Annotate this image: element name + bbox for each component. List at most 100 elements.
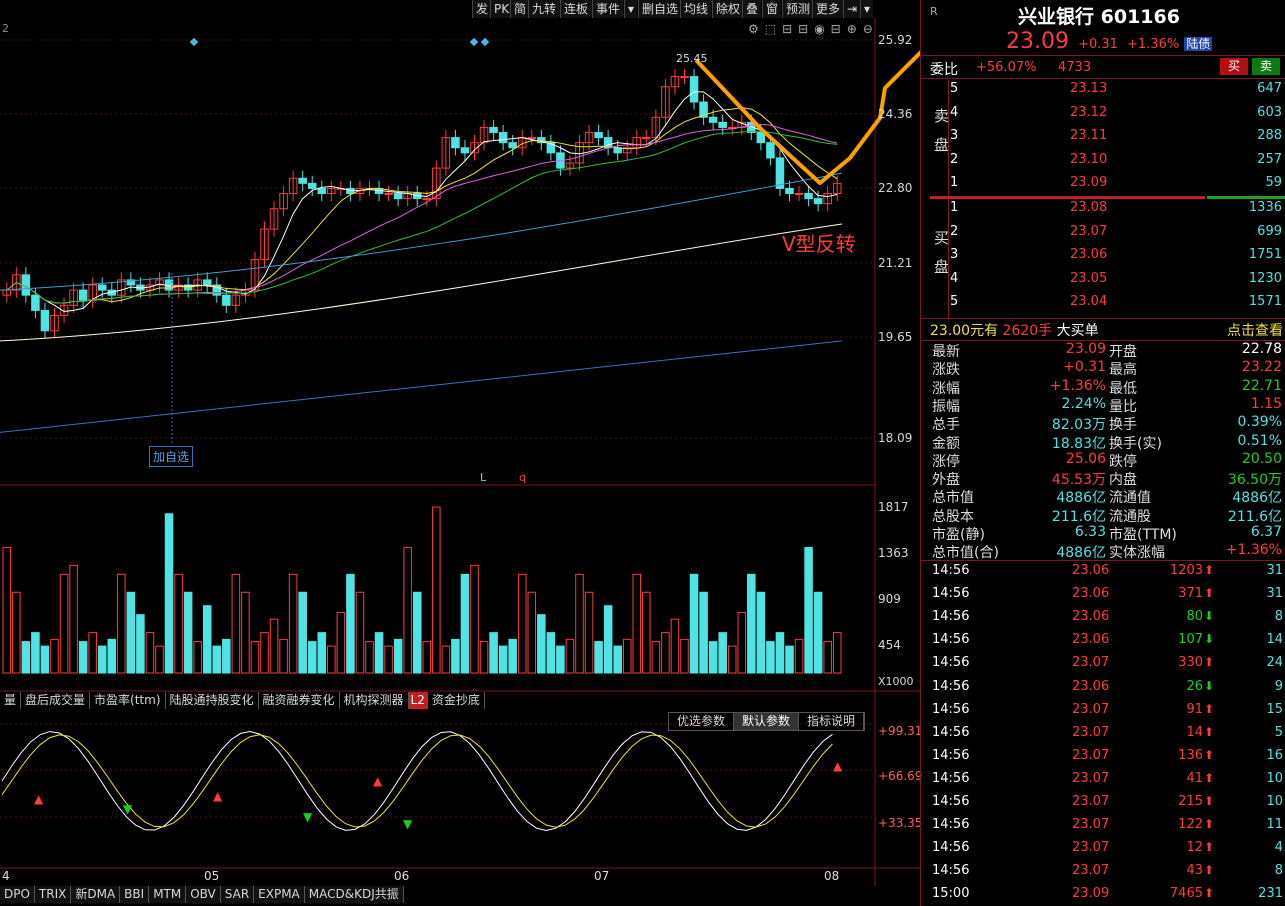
param-tab[interactable]: 优选参数 [669, 713, 735, 730]
stat-label: 涨跌 [932, 362, 960, 379]
toolbar-button[interactable]: 均线 [680, 0, 712, 18]
candle [202, 279, 212, 286]
toolbar-button[interactable]: 简 [510, 0, 530, 18]
volume-bar [183, 591, 193, 674]
indicator-tab[interactable]: 资金抄底 [428, 692, 485, 709]
volume-bar [661, 632, 670, 674]
up-signal-icon: ▲ [833, 759, 843, 773]
toolbar-button[interactable]: PK [490, 0, 513, 18]
candle [622, 147, 632, 154]
volume-bar [298, 591, 307, 674]
book-level: 1 [950, 200, 959, 215]
bottom-tab[interactable]: MACD&KDJ共振 [305, 886, 404, 903]
buy-side-label: 买盘 [932, 230, 950, 288]
volume-bar [174, 573, 183, 674]
stat-label: 量比 [1109, 398, 1137, 415]
param-tab[interactable]: 默认参数 [734, 713, 800, 730]
tick-count: 11 [1266, 817, 1283, 833]
toolbar-button[interactable]: 事件 [592, 0, 624, 18]
add-favorite-button[interactable]: 加自选 [149, 446, 194, 467]
toolbar-button[interactable]: ▾ [860, 0, 874, 18]
toolbar-button[interactable]: 窗 [762, 0, 782, 18]
bottom-tab[interactable]: MTM [149, 886, 187, 903]
indicator-tab[interactable]: 量 [0, 692, 22, 709]
toolbar-button[interactable]: 连板 [560, 0, 592, 18]
toolbar-button[interactable]: 删自选 [638, 0, 682, 18]
bottom-tab[interactable]: DPO [0, 886, 35, 903]
volume-bar [537, 614, 546, 674]
indicator-tab[interactable]: 陆股通持股变化 [166, 692, 259, 709]
toolbar-button[interactable]: 叠 [742, 0, 762, 18]
divider [920, 560, 1285, 561]
stat-value: 82.03万 [1051, 417, 1106, 434]
indicator-tabs: 量盘后成交量 市盈率(ttm) 陆股通持股变化 融资融券变化 机构探测器 L2 资金抄底 [0, 692, 485, 709]
sell-button[interactable]: 卖 [1252, 58, 1280, 75]
tick-volume: 107 [1178, 632, 1203, 648]
volume-bar [250, 641, 260, 674]
bottom-tab[interactable]: OBV [186, 886, 221, 903]
volume-label: 909 [878, 592, 901, 606]
volume-bar [498, 645, 508, 674]
indicator-tab[interactable]: 融资融券变化 [259, 692, 340, 709]
stat-label: 换手(实) [1109, 435, 1162, 452]
up-signal-icon: ▲ [373, 774, 383, 788]
bottom-tab[interactable]: TRIX [35, 886, 72, 903]
marker-l: L [480, 471, 487, 484]
indicator-tab[interactable]: 机构探测器 [340, 692, 409, 709]
tag[interactable]: 陆债 [1184, 37, 1213, 51]
candle [422, 198, 432, 201]
toolbar-button[interactable]: ⇥ [843, 0, 861, 18]
price-label: 19.65 [878, 330, 913, 344]
bottom-tab[interactable]: BBI [120, 886, 150, 903]
volume-bar [279, 638, 288, 674]
volume-bar [307, 641, 317, 674]
view-link[interactable]: 点击查看 [1227, 323, 1283, 339]
toolbar-button[interactable]: 九转 [528, 0, 560, 18]
toolbar-button[interactable]: 除权 [712, 0, 744, 18]
indicator-tab[interactable]: L2 [408, 692, 428, 709]
stat-label: 市盈(TTM) [1109, 527, 1177, 543]
tick-volume: 1203 [1169, 563, 1203, 578]
volume-label: 1817 [878, 500, 909, 514]
indicator-tab[interactable]: 市盈率(ttm) [90, 692, 166, 709]
weibi-pct: +56.07% [976, 60, 1037, 75]
buy-button[interactable]: 买 [1220, 58, 1248, 75]
volume-bar [651, 641, 661, 674]
toolbar-button[interactable]: 预测 [782, 0, 814, 18]
up-arrow-icon: ⬆ [1204, 794, 1215, 808]
candle [804, 193, 813, 200]
tick-price: 23.09 [1072, 886, 1110, 902]
kline-chart[interactable]: ▲ ▲ ▲ ▲ ▼ ▼ ▼ [0, 18, 920, 906]
volume-bar [460, 573, 470, 674]
stat-value: 22.78 [1241, 341, 1282, 357]
book-volume: 257 [1257, 151, 1282, 167]
bottom-tab[interactable]: SAR [221, 886, 255, 903]
candle [355, 187, 365, 195]
month-label: 06 [394, 869, 410, 883]
tick-price: 23.06 [1072, 678, 1110, 694]
tick-volume: 41 [1186, 770, 1203, 786]
panel-icon[interactable]: R [930, 5, 938, 18]
book-level: 3 [950, 128, 959, 143]
toolbar-button[interactable]: 更多 [812, 0, 844, 18]
toolbar-button[interactable]: 发 [472, 0, 492, 18]
bottom-tab[interactable]: EXPMA [254, 886, 305, 903]
tick-time: 14:56 [932, 747, 970, 763]
indicator-tab[interactable]: 盘后成交量 [21, 692, 91, 709]
candle [766, 142, 775, 159]
volume-bar [193, 641, 202, 674]
volume-bar [680, 638, 689, 674]
up-arrow-icon: ⬆ [1204, 817, 1215, 832]
chart-tool-icons[interactable]: ⚙⬚⊟⊟◉⊟⊕⊖ [748, 22, 879, 36]
book-volume: 288 [1257, 128, 1282, 143]
volume-bar [670, 618, 680, 674]
volume-bar [479, 641, 489, 674]
stat-value: 4886亿 [1232, 490, 1282, 507]
toolbar-button[interactable]: ▾ [624, 0, 638, 18]
volume-bar [40, 645, 50, 674]
param-tab[interactable]: 指标说明 [799, 713, 865, 730]
up-arrow-icon: ⬆ [1204, 655, 1215, 670]
bottom-tab[interactable]: 新DMA [71, 886, 121, 903]
candle [661, 86, 670, 118]
